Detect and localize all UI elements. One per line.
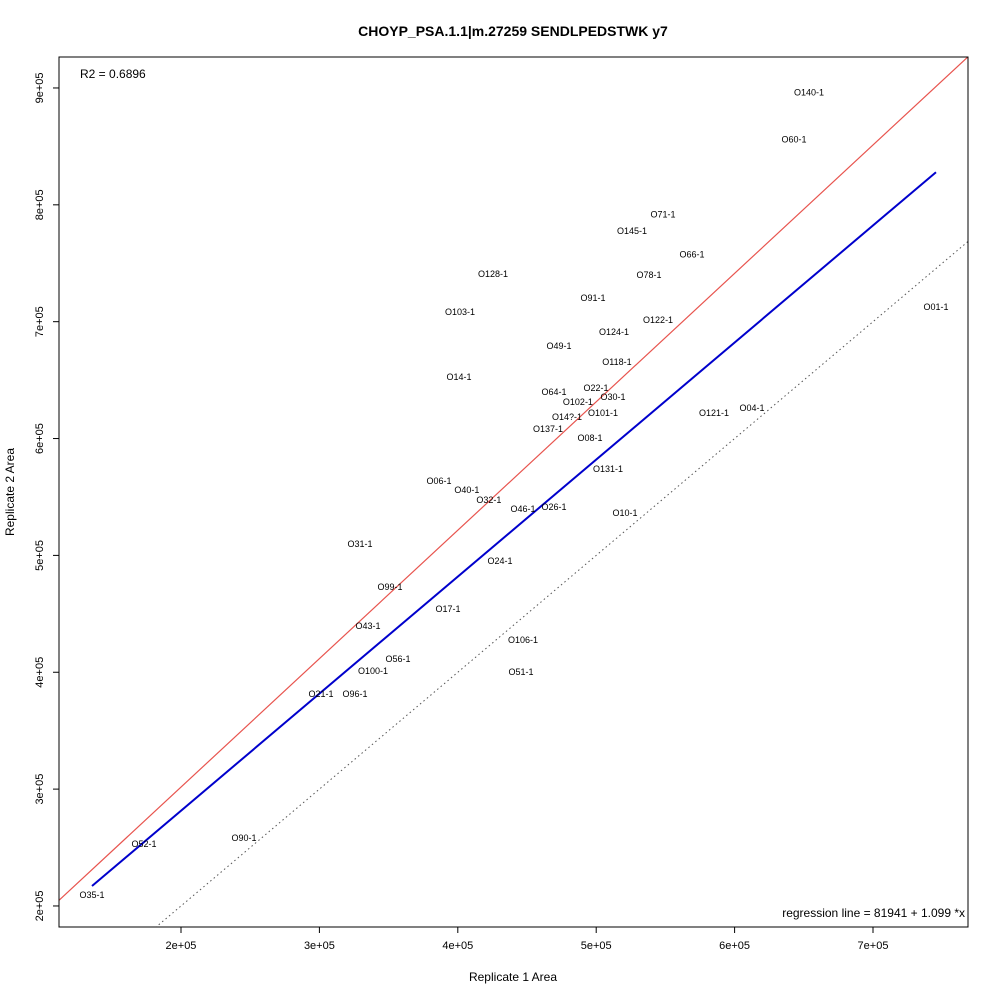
- point-label: O145-1: [617, 226, 647, 236]
- point-label: O101-1: [588, 408, 618, 418]
- point-label: O140-1: [794, 87, 824, 97]
- point-label: O90-1: [231, 833, 256, 843]
- point-label: O22-1: [584, 383, 609, 393]
- r2-annotation: R2 = 0.6896: [80, 67, 146, 81]
- x-tick-label: 2e+05: [166, 940, 197, 952]
- point-label: O17-1: [435, 604, 460, 614]
- point-label: O30-1: [600, 392, 625, 402]
- point-label: O14?-1: [552, 412, 582, 422]
- point-label: O35-1: [80, 890, 105, 900]
- fit-line: [91, 171, 937, 887]
- point-label: O121-1: [699, 408, 729, 418]
- point-label: O122-1: [643, 315, 673, 325]
- y-tick-label: 5e+05: [34, 540, 46, 571]
- x-tick-label: 7e+05: [858, 940, 889, 952]
- point-label: O66-1: [679, 249, 704, 259]
- point-label: O26-1: [542, 502, 567, 512]
- point-label: O31-1: [347, 539, 372, 549]
- point-label: O46-1: [511, 504, 536, 514]
- points-layer: O140-1 O60-1 O71-1 O145-1 O66-1 O128-1 O78-1 O9…: [80, 87, 949, 900]
- x-axis-label: Replicate 1 Area: [469, 970, 557, 984]
- point-label: O04-1: [740, 403, 765, 413]
- point-label: O40-1: [454, 485, 479, 495]
- chart-title: CHOYP_PSA.1.1|m.27259 SENDLPEDSTWK y7: [358, 23, 668, 39]
- point-label: O01-1: [923, 302, 948, 312]
- point-label: O91-1: [581, 293, 606, 303]
- point-label: O60-1: [781, 134, 806, 144]
- point-label: O124-1: [599, 327, 629, 337]
- point-label: O100-1: [358, 666, 388, 676]
- x-tick-label: 6e+05: [719, 940, 750, 952]
- axes-layer: 2e+05 3e+05 4e+05 5e+05 6e+05 7e+05 2e+05 3e+05…: [34, 73, 888, 952]
- point-label: O128-1: [478, 269, 508, 279]
- point-label: O71-1: [651, 209, 676, 219]
- point-label: O118-1: [602, 357, 631, 367]
- point-label: O103-1: [445, 307, 475, 317]
- y-axis-label: Replicate 2 Area: [3, 448, 17, 536]
- y-tick-label: 7e+05: [34, 306, 46, 337]
- point-label: O49-1: [546, 341, 571, 351]
- point-label: O56-1: [386, 654, 411, 664]
- lines-layer: [59, 57, 968, 927]
- point-label: O10-1: [612, 508, 637, 518]
- y-tick-label: 8e+05: [34, 189, 46, 220]
- point-label: O24-1: [488, 556, 513, 566]
- y-tick-label: 3e+05: [34, 774, 46, 805]
- point-label: O102-1: [563, 397, 593, 407]
- point-label: O78-1: [637, 270, 662, 280]
- x-tick-label: 5e+05: [581, 940, 612, 952]
- point-label: O14-1: [447, 372, 472, 382]
- x-tick-label: 4e+05: [442, 940, 473, 952]
- x-tick-label: 3e+05: [304, 940, 335, 952]
- y-tick-label: 9e+05: [34, 73, 46, 104]
- point-label: O96-1: [342, 689, 367, 699]
- y-tick-label: 6e+05: [34, 423, 46, 454]
- y-tick-label: 2e+05: [34, 891, 46, 922]
- point-label: O43-1: [355, 621, 380, 631]
- regression-line: [59, 57, 968, 901]
- point-label: O06-1: [426, 476, 451, 486]
- point-label: O21-1: [309, 689, 334, 699]
- y-tick-label: 4e+05: [34, 657, 46, 688]
- point-label: O131-1: [593, 464, 623, 474]
- point-label: O52-1: [132, 839, 157, 849]
- plot-frame: [58, 56, 969, 928]
- point-label: O51-1: [509, 667, 534, 677]
- point-label: O08-1: [577, 433, 602, 443]
- point-label: O64-1: [541, 387, 566, 397]
- point-label: O99-1: [377, 582, 402, 592]
- point-label: O106-1: [508, 635, 538, 645]
- point-label: O137-1: [533, 424, 563, 434]
- identity-line: [155, 241, 968, 927]
- point-label: O32-1: [476, 495, 501, 505]
- regression-annotation: regression line = 81941 + 1.099 *x: [782, 906, 965, 920]
